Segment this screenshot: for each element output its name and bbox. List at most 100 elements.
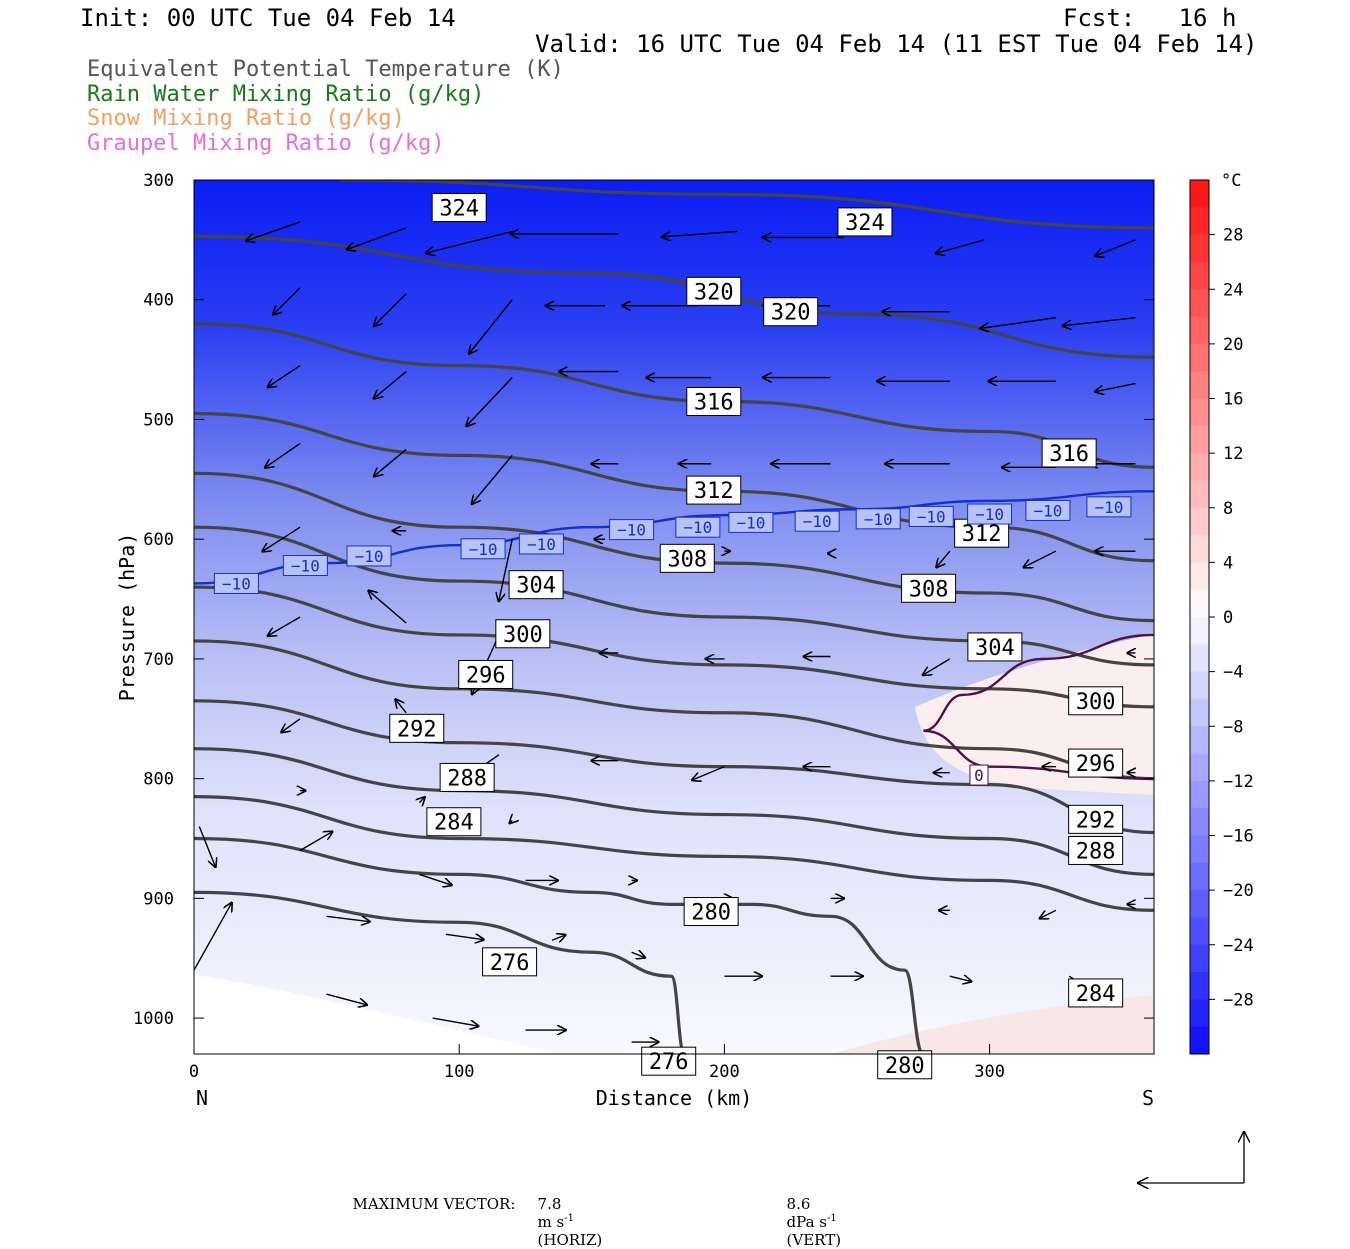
wind-vector xyxy=(1063,316,1136,326)
theta-e-label: 312 xyxy=(962,522,1002,547)
y-tick-label: 400 xyxy=(143,291,174,311)
forecast-hour-label: Fcst: 16 h xyxy=(1063,4,1237,32)
surface-warm-region xyxy=(830,995,1154,1054)
wind-vector xyxy=(265,442,301,467)
wind-vector xyxy=(299,832,332,852)
legend-theta-e: Equivalent Potential Temperature (K) xyxy=(87,57,564,82)
init-time-label: Init: 00 UTC Tue 04 Feb 14 xyxy=(80,4,456,32)
cross-section-chart: 3243243203203163163123123083083043043003… xyxy=(115,171,1254,1200)
plot-background xyxy=(194,180,1154,1054)
axes: 300 400 500 600 700 800 900 1000 0 100 200 300 Dista… xyxy=(115,171,1154,1110)
temperature-label: −10 xyxy=(617,521,646,540)
max-vector-title: MAXIMUM VECTOR: xyxy=(352,1195,516,1213)
wind-vector xyxy=(281,718,301,733)
colorbar-tick-label: 28 xyxy=(1223,226,1243,246)
theta-e-label: 276 xyxy=(490,951,530,976)
theta-e-label-box xyxy=(495,619,551,649)
theta-e-contour-280 xyxy=(194,836,925,1054)
theta-e-contour-300 xyxy=(194,585,1154,709)
wind-vector xyxy=(426,230,513,253)
colorbar-unit: °C xyxy=(1221,171,1241,191)
wind-vector xyxy=(326,993,368,1005)
max-vector-vert-value: 8.6 xyxy=(786,1195,811,1213)
colorbar-tick-label: −28 xyxy=(1223,990,1254,1010)
colorbar-segment xyxy=(1190,398,1209,427)
colorbar: 28 24 20 16 12 8 4 0 −4 −8 −12 −16 −20 −24 −28 °C xyxy=(1189,171,1254,1055)
wind-vector xyxy=(368,591,407,624)
temperature-label: 0 xyxy=(974,766,984,785)
temperature-label-box xyxy=(609,519,655,541)
temperature-label: −10 xyxy=(291,557,320,576)
colorbar-segment xyxy=(1190,972,1209,1000)
legend-graupel: Graupel Mixing Ratio (g/kg) xyxy=(87,131,445,156)
theta-e-label: 288 xyxy=(447,766,487,791)
plot-fill-layer xyxy=(194,180,1154,1054)
plot-frame xyxy=(193,179,1155,1055)
theta-e-label: 324 xyxy=(845,211,885,236)
colorbar-tick-label: −16 xyxy=(1223,827,1254,847)
theta-e-label-box xyxy=(837,207,893,237)
colorbar-segment xyxy=(1190,862,1209,891)
wind-vector xyxy=(499,539,513,601)
colorbar-segment xyxy=(1190,343,1209,372)
temperature-label: −10 xyxy=(683,518,712,537)
theta-e-label: 308 xyxy=(667,547,707,572)
temperature-label-box xyxy=(908,505,954,527)
wind-vector xyxy=(472,454,513,504)
temperature-label: −10 xyxy=(864,510,893,529)
wind-vector xyxy=(419,873,451,885)
colorbar-tick-label: 8 xyxy=(1223,499,1233,519)
colorbar-segment xyxy=(1190,234,1209,263)
theta-e-contours xyxy=(194,180,1154,1054)
wind-vector xyxy=(1023,550,1057,567)
theta-e-label: 308 xyxy=(909,577,949,602)
y-tick-label: 600 xyxy=(143,530,174,550)
theta-e-label: 316 xyxy=(1049,442,1089,467)
wind-vector xyxy=(198,826,215,868)
temperature-label-box xyxy=(969,764,989,786)
theta-e-label-box xyxy=(763,297,819,327)
y-tick-label: 1000 xyxy=(133,1009,174,1029)
theta-e-contour-292 xyxy=(194,699,1154,835)
wind-vector xyxy=(419,797,424,802)
theta-e-label-box xyxy=(1041,438,1097,468)
temperature-label: −10 xyxy=(355,547,384,566)
temperature-label-box xyxy=(213,572,259,594)
wind-vector xyxy=(374,293,407,326)
theta-e-label: 304 xyxy=(975,636,1015,661)
theta-e-label-box xyxy=(686,276,742,306)
wind-vector xyxy=(936,239,985,254)
max-vector-label: MAXIMUM VECTOR: xyxy=(343,1177,516,1213)
north-endpoint-label: N xyxy=(196,1086,208,1110)
colorbar-segment xyxy=(1190,425,1209,454)
wind-vector xyxy=(936,550,951,567)
surface-cold-white xyxy=(194,975,560,1054)
theta-e-label: 300 xyxy=(1076,690,1116,715)
colorbar-segment xyxy=(1190,671,1209,700)
colorbar-segment xyxy=(1190,589,1209,618)
theta-e-label-box xyxy=(508,570,564,600)
temperature-label-box xyxy=(794,510,840,532)
theta-e-label: 312 xyxy=(694,479,734,504)
colorbar-tick-label: 4 xyxy=(1223,553,1233,573)
theta-e-label-box xyxy=(431,193,487,223)
wind-vector xyxy=(631,952,646,957)
south-endpoint-label: S xyxy=(1142,1086,1154,1110)
max-vector-vert-unit: dPa s xyxy=(786,1213,827,1231)
max-vector-horiz: 7.8 m s-1 (HORIZ) xyxy=(528,1177,603,1249)
colorbar-segment xyxy=(1190,753,1209,782)
colorbar-segment xyxy=(1190,289,1209,318)
wind-vector xyxy=(510,821,513,824)
temperature-labels: −10 −10 −10 −10 −10 −10 −10 −10 −10 −10 −10 −10 −10 −… xyxy=(213,496,1132,786)
colorbar-tick-label: 16 xyxy=(1223,390,1243,410)
y-tick-label: 900 xyxy=(143,889,174,909)
temperature-contour-m10 xyxy=(194,490,1154,585)
theta-e-label-box xyxy=(877,1050,933,1080)
wind-vector xyxy=(445,934,484,939)
temperature-label: −10 xyxy=(527,535,556,554)
colorbar-segment xyxy=(1190,890,1209,918)
x-tick-label: 0 xyxy=(189,1062,199,1082)
wind-vector xyxy=(374,448,407,476)
max-vector-horiz-unit: m s xyxy=(537,1213,565,1231)
colorbar-tick-label: 24 xyxy=(1223,280,1243,300)
